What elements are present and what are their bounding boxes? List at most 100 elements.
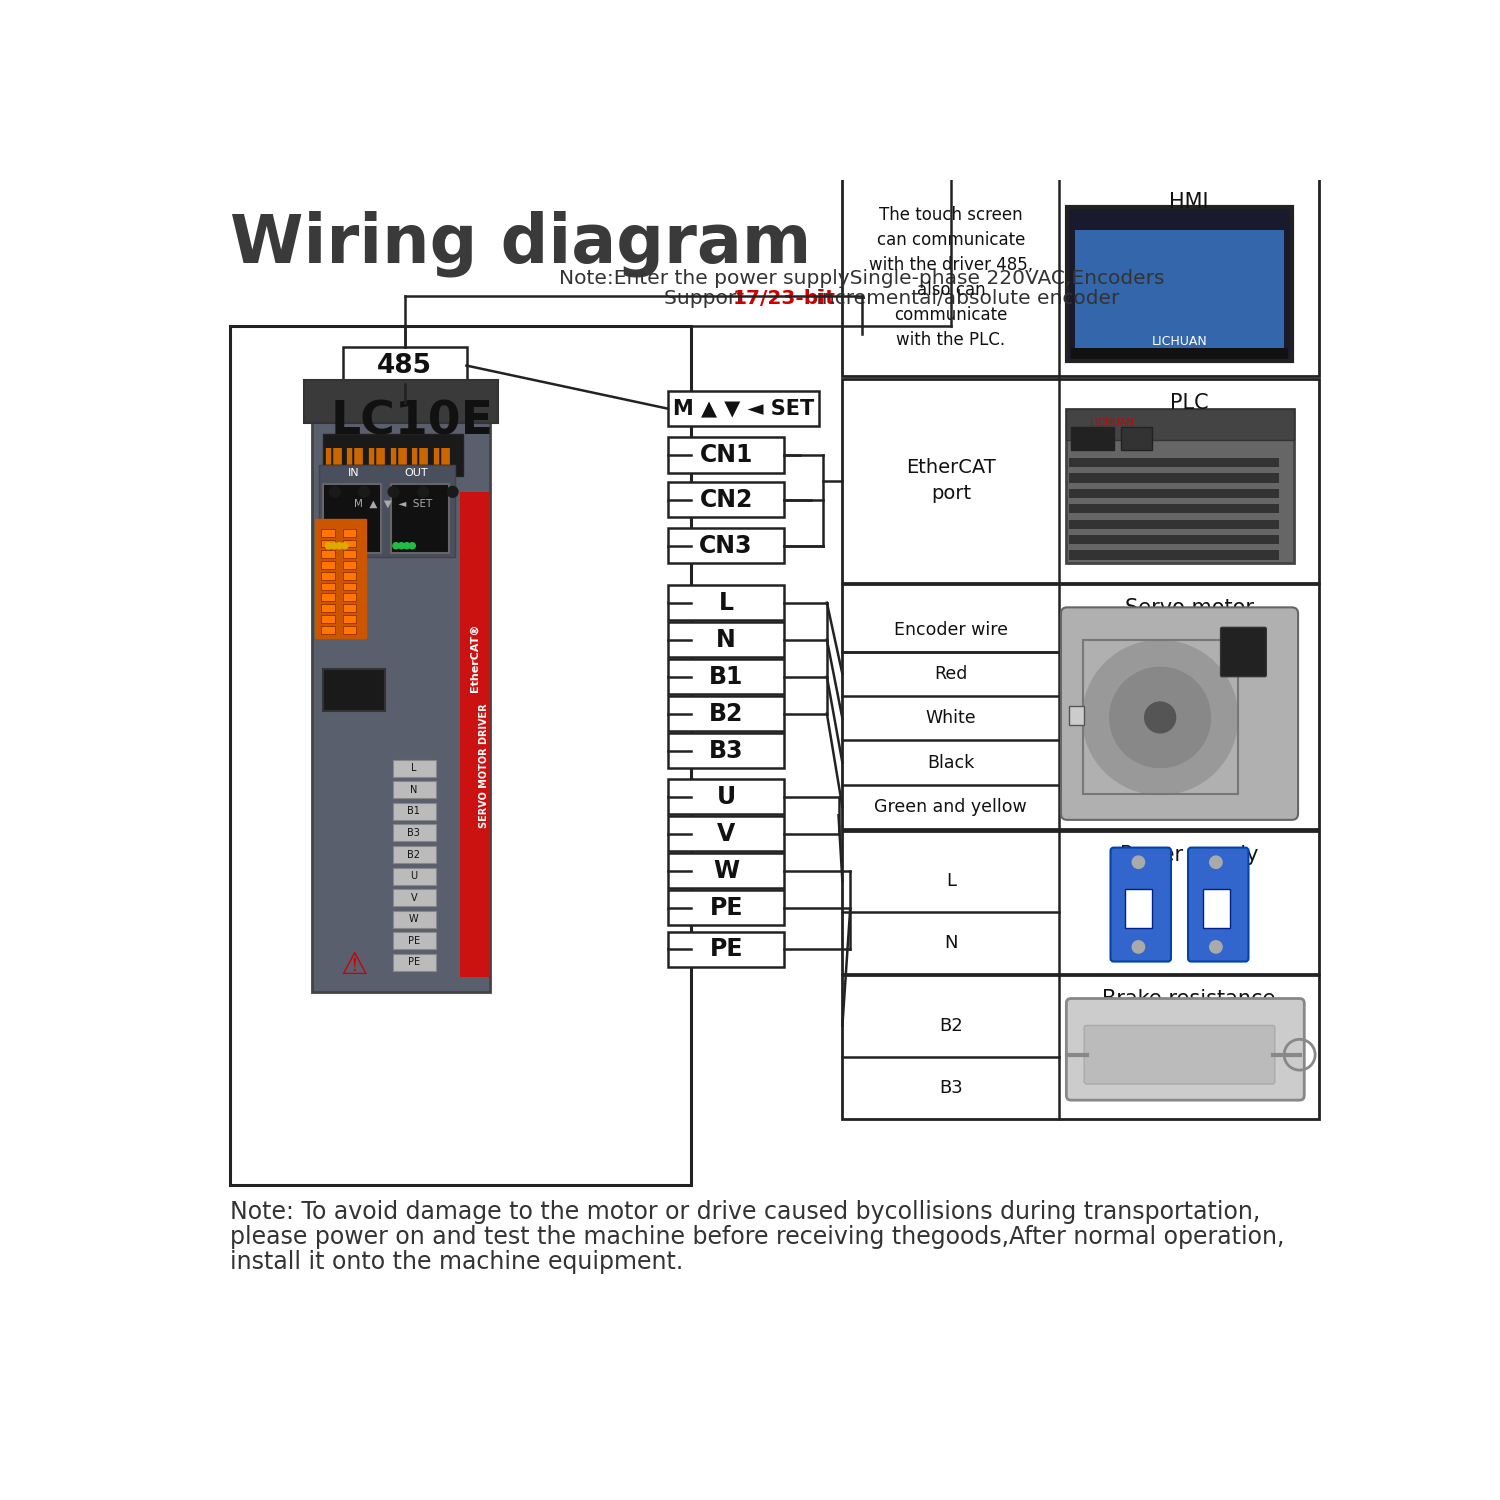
FancyBboxPatch shape xyxy=(321,604,334,612)
Text: Wiring diagram: Wiring diagram xyxy=(230,211,812,278)
FancyBboxPatch shape xyxy=(393,825,435,842)
Text: OUT: OUT xyxy=(405,468,427,477)
FancyBboxPatch shape xyxy=(1070,536,1278,544)
Text: PE: PE xyxy=(710,896,742,920)
FancyBboxPatch shape xyxy=(393,846,435,862)
FancyBboxPatch shape xyxy=(321,540,334,548)
FancyBboxPatch shape xyxy=(668,585,784,621)
Text: LICHUAN: LICHUAN xyxy=(1152,334,1208,348)
Text: M ▲ ▼ ◄ SET: M ▲ ▼ ◄ SET xyxy=(674,399,814,418)
FancyBboxPatch shape xyxy=(1071,348,1288,360)
Circle shape xyxy=(1083,640,1238,795)
Text: B1: B1 xyxy=(408,807,420,816)
Circle shape xyxy=(358,486,369,496)
Circle shape xyxy=(1132,856,1144,868)
FancyBboxPatch shape xyxy=(1065,410,1294,564)
FancyBboxPatch shape xyxy=(1065,410,1294,441)
FancyBboxPatch shape xyxy=(1071,427,1113,450)
Text: ▋█: ▋█ xyxy=(368,447,386,464)
Text: LICHUAN: LICHUAN xyxy=(1090,419,1134,429)
FancyBboxPatch shape xyxy=(342,572,357,579)
FancyBboxPatch shape xyxy=(668,734,784,768)
FancyBboxPatch shape xyxy=(460,492,489,976)
Text: HMI: HMI xyxy=(1170,192,1209,211)
Text: U: U xyxy=(410,871,417,880)
FancyBboxPatch shape xyxy=(1070,474,1278,483)
FancyBboxPatch shape xyxy=(1125,890,1152,927)
FancyBboxPatch shape xyxy=(342,615,357,622)
FancyBboxPatch shape xyxy=(321,626,334,633)
FancyBboxPatch shape xyxy=(668,778,784,814)
Circle shape xyxy=(1209,856,1222,868)
Text: B2: B2 xyxy=(710,702,744,726)
Circle shape xyxy=(336,543,342,549)
Text: B2: B2 xyxy=(408,849,420,859)
Text: Servo motor: Servo motor xyxy=(1125,598,1254,618)
Text: CN3: CN3 xyxy=(303,680,312,702)
Text: Green and yellow: Green and yellow xyxy=(874,798,1028,816)
Text: B3: B3 xyxy=(710,738,744,762)
Circle shape xyxy=(326,543,332,549)
FancyBboxPatch shape xyxy=(1188,847,1248,962)
Text: B3: B3 xyxy=(408,828,420,839)
Circle shape xyxy=(417,486,429,496)
FancyBboxPatch shape xyxy=(321,615,334,622)
Text: 485: 485 xyxy=(376,352,432,378)
Circle shape xyxy=(332,543,338,549)
Text: N: N xyxy=(410,784,417,795)
FancyBboxPatch shape xyxy=(1070,550,1278,560)
Text: LC10E: LC10E xyxy=(330,399,494,444)
Text: ▋█: ▋█ xyxy=(346,447,363,464)
Text: Support: Support xyxy=(664,288,752,308)
FancyBboxPatch shape xyxy=(321,561,334,568)
Text: N: N xyxy=(944,934,957,952)
FancyBboxPatch shape xyxy=(1110,847,1172,962)
FancyBboxPatch shape xyxy=(390,484,448,554)
FancyBboxPatch shape xyxy=(1070,489,1278,498)
FancyBboxPatch shape xyxy=(668,696,784,732)
FancyBboxPatch shape xyxy=(668,890,784,926)
FancyBboxPatch shape xyxy=(1068,706,1084,724)
FancyBboxPatch shape xyxy=(668,482,784,518)
FancyBboxPatch shape xyxy=(342,626,357,633)
FancyBboxPatch shape xyxy=(393,782,435,798)
Text: PE: PE xyxy=(408,957,420,968)
FancyBboxPatch shape xyxy=(843,975,1318,1119)
Text: ▋█: ▋█ xyxy=(433,447,450,464)
FancyBboxPatch shape xyxy=(393,802,435,820)
Text: 17/23-bit: 17/23-bit xyxy=(734,288,836,308)
FancyBboxPatch shape xyxy=(1122,427,1152,450)
Circle shape xyxy=(404,543,410,549)
Text: CN2: CN2 xyxy=(303,567,312,591)
Text: ▋█: ▋█ xyxy=(326,447,342,464)
FancyBboxPatch shape xyxy=(668,932,784,968)
Text: PLC: PLC xyxy=(1170,393,1209,412)
Circle shape xyxy=(342,543,348,549)
FancyBboxPatch shape xyxy=(321,530,334,537)
FancyBboxPatch shape xyxy=(668,528,784,564)
FancyBboxPatch shape xyxy=(393,890,435,906)
FancyBboxPatch shape xyxy=(321,582,334,591)
FancyBboxPatch shape xyxy=(1070,519,1278,530)
FancyBboxPatch shape xyxy=(668,816,784,852)
Text: CN3: CN3 xyxy=(699,534,753,558)
FancyBboxPatch shape xyxy=(668,392,819,426)
FancyBboxPatch shape xyxy=(1221,627,1266,676)
FancyBboxPatch shape xyxy=(393,760,435,777)
Text: The touch screen
can communicate
with the driver 485,
also can
communicate
with : The touch screen can communicate with th… xyxy=(868,206,1033,348)
Circle shape xyxy=(1132,940,1144,952)
FancyBboxPatch shape xyxy=(322,669,386,711)
FancyBboxPatch shape xyxy=(1076,230,1284,354)
Text: Support 17/23-bit incremental/absolute encoder: Support 17/23-bit incremental/absolute e… xyxy=(618,288,1106,308)
FancyBboxPatch shape xyxy=(342,594,357,602)
Text: Brake resistance: Brake resistance xyxy=(1102,990,1276,1010)
Text: B2: B2 xyxy=(939,1017,963,1035)
FancyBboxPatch shape xyxy=(342,540,357,548)
Text: CN1: CN1 xyxy=(699,442,753,466)
Text: EtherCAT
port: EtherCAT port xyxy=(906,458,996,504)
FancyBboxPatch shape xyxy=(1084,1026,1275,1084)
Text: ▋█: ▋█ xyxy=(411,447,429,464)
Text: Note: To avoid damage to the motor or drive caused bycollisions during transport: Note: To avoid damage to the motor or dr… xyxy=(230,1200,1260,1224)
Text: L: L xyxy=(411,764,417,774)
FancyBboxPatch shape xyxy=(843,177,1318,376)
